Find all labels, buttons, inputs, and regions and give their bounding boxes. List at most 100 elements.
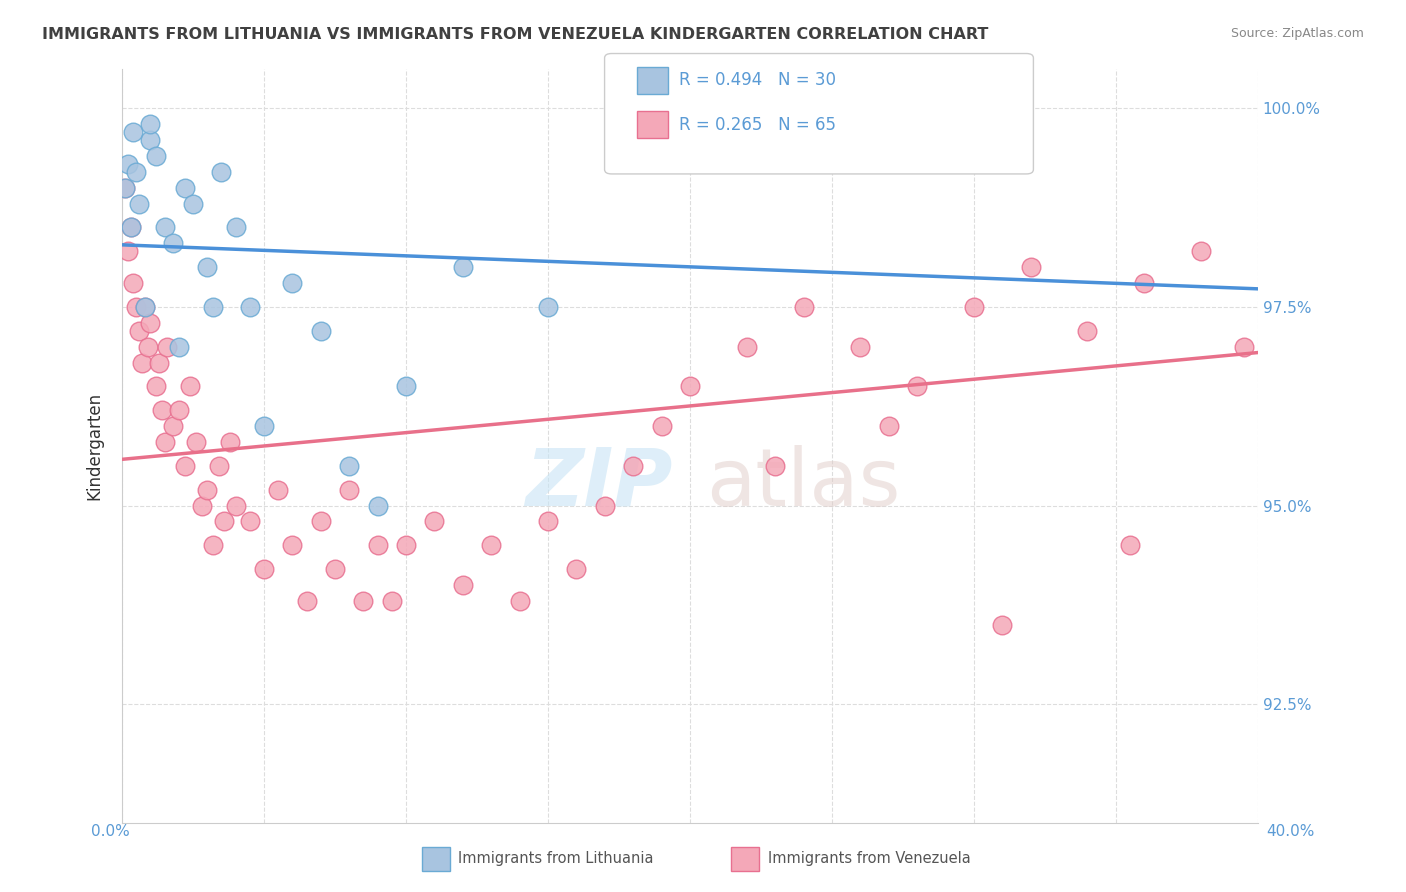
Point: [1119, 538, 1142, 552]
Point: [877, 419, 900, 434]
Point: [114, 180, 136, 194]
Y-axis label: Kindergarten: Kindergarten: [86, 392, 103, 500]
Point: [184, 435, 207, 450]
Text: Immigrants from Venezuela: Immigrants from Venezuela: [768, 852, 970, 866]
Point: [128, 324, 150, 338]
Point: [253, 419, 276, 434]
Point: [963, 300, 986, 314]
Point: [145, 149, 167, 163]
Point: [190, 499, 212, 513]
Point: [295, 594, 318, 608]
Point: [1133, 276, 1156, 290]
Point: [565, 562, 588, 576]
Point: [381, 594, 404, 608]
Point: [537, 300, 560, 314]
Point: [479, 538, 502, 552]
Text: Immigrants from Lithuania: Immigrants from Lithuania: [458, 852, 654, 866]
Point: [167, 403, 190, 417]
Point: [125, 165, 148, 179]
Point: [225, 499, 247, 513]
Point: [131, 355, 153, 369]
Point: [148, 355, 170, 369]
Point: [122, 125, 145, 139]
Point: [267, 483, 290, 497]
Point: [395, 379, 418, 393]
Point: [122, 276, 145, 290]
Point: [162, 236, 184, 251]
Point: [153, 220, 176, 235]
Point: [219, 435, 242, 450]
Point: [451, 578, 474, 592]
Point: [905, 109, 928, 123]
Text: 0.0%: 0.0%: [91, 824, 131, 838]
Point: [139, 117, 162, 131]
Point: [201, 538, 224, 552]
Point: [281, 276, 304, 290]
Text: ZIP: ZIP: [526, 445, 672, 523]
Point: [593, 499, 616, 513]
Point: [145, 379, 167, 393]
Point: [239, 515, 262, 529]
Point: [323, 562, 346, 576]
Point: [991, 617, 1014, 632]
Point: [225, 220, 247, 235]
Text: R = 0.494   N = 30: R = 0.494 N = 30: [679, 71, 837, 89]
Point: [181, 196, 204, 211]
Point: [679, 379, 702, 393]
Text: R = 0.265   N = 65: R = 0.265 N = 65: [679, 116, 837, 134]
Text: Source: ZipAtlas.com: Source: ZipAtlas.com: [1230, 27, 1364, 40]
Point: [136, 340, 159, 354]
Point: [367, 538, 389, 552]
Point: [201, 300, 224, 314]
Point: [173, 180, 195, 194]
Point: [849, 340, 872, 354]
Point: [128, 196, 150, 211]
Point: [763, 458, 786, 473]
Point: [173, 458, 195, 473]
Point: [337, 483, 360, 497]
Point: [139, 316, 162, 330]
Point: [651, 419, 673, 434]
Point: [679, 117, 702, 131]
Point: [195, 483, 218, 497]
Point: [1233, 340, 1256, 354]
Point: [367, 499, 389, 513]
Point: [352, 594, 374, 608]
Point: [735, 340, 758, 354]
Text: atlas: atlas: [706, 445, 901, 523]
Point: [214, 515, 236, 529]
Point: [125, 300, 148, 314]
Point: [253, 562, 276, 576]
Point: [162, 419, 184, 434]
Point: [139, 133, 162, 147]
Point: [905, 379, 928, 393]
Point: [423, 515, 446, 529]
Point: [134, 300, 156, 314]
Point: [309, 324, 332, 338]
Point: [509, 594, 531, 608]
Point: [451, 260, 474, 275]
Point: [167, 340, 190, 354]
Point: [337, 458, 360, 473]
Text: 40.0%: 40.0%: [1267, 824, 1315, 838]
Point: [114, 180, 136, 194]
Point: [309, 515, 332, 529]
Point: [209, 165, 232, 179]
Point: [153, 435, 176, 450]
Point: [120, 220, 142, 235]
Point: [1189, 244, 1212, 259]
Point: [156, 340, 179, 354]
Point: [207, 458, 229, 473]
Point: [195, 260, 218, 275]
Point: [239, 300, 262, 314]
Point: [1019, 260, 1042, 275]
Text: IMMIGRANTS FROM LITHUANIA VS IMMIGRANTS FROM VENEZUELA KINDERGARTEN CORRELATION : IMMIGRANTS FROM LITHUANIA VS IMMIGRANTS …: [42, 27, 988, 42]
Point: [120, 220, 142, 235]
Point: [395, 538, 418, 552]
Point: [621, 458, 644, 473]
Point: [281, 538, 304, 552]
Point: [150, 403, 173, 417]
Point: [117, 157, 139, 171]
Point: [792, 300, 814, 314]
Point: [179, 379, 201, 393]
